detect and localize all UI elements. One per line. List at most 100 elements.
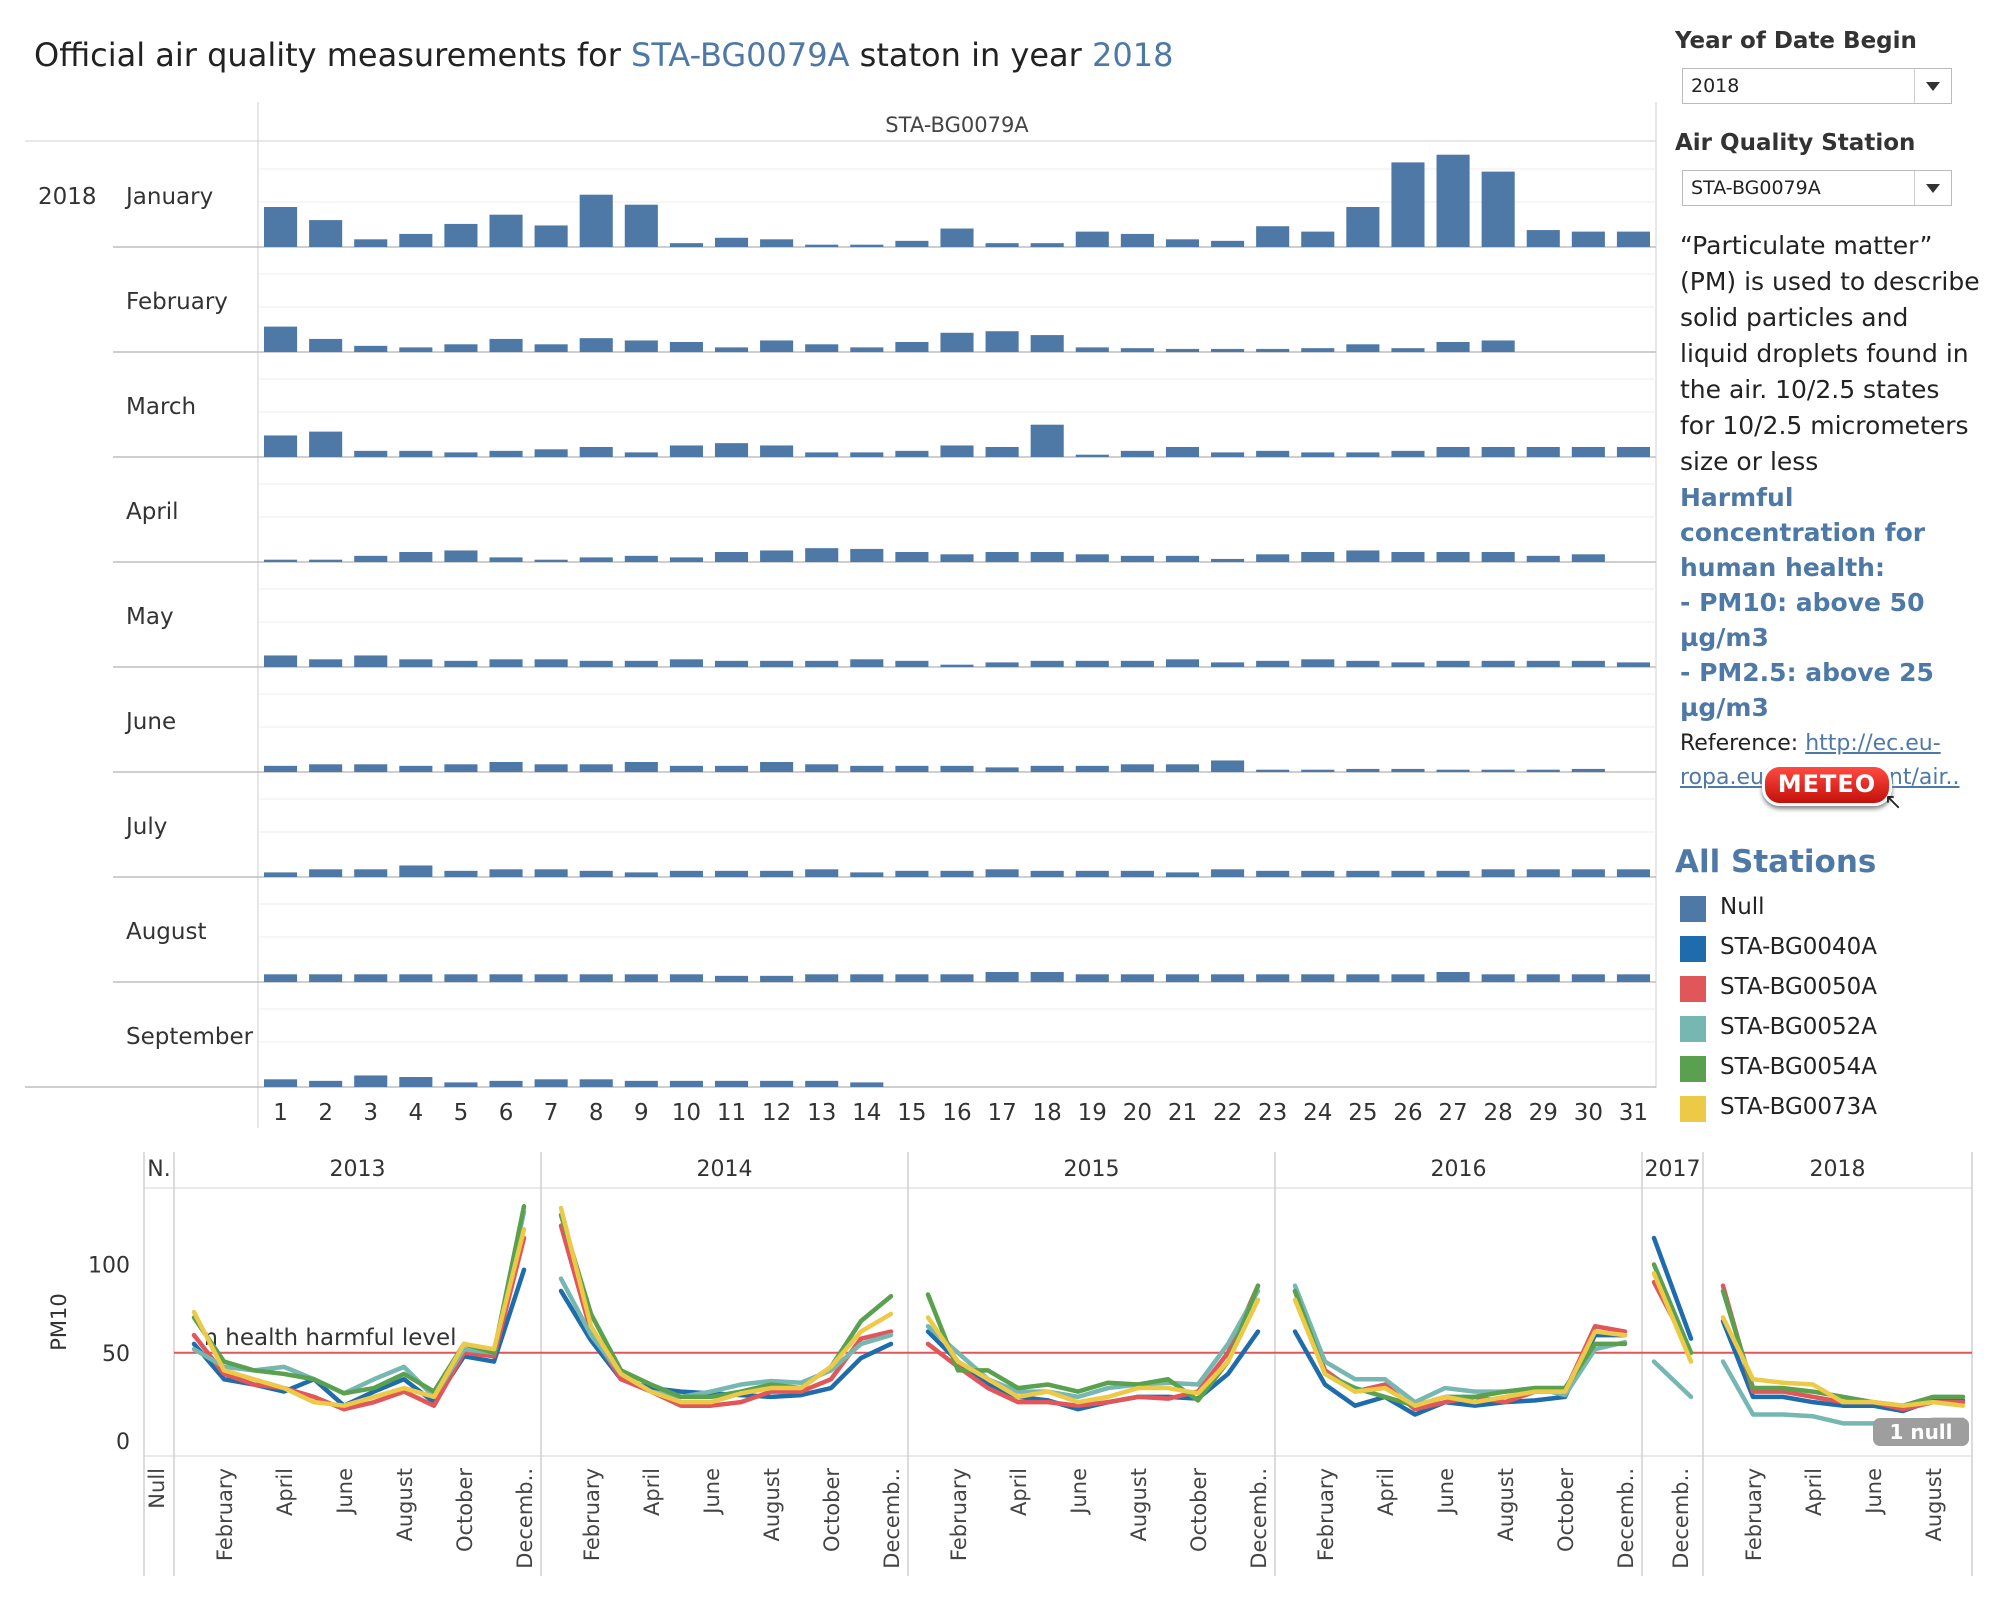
bar: [1030, 243, 1064, 247]
bar: [1526, 230, 1560, 247]
bar: [850, 548, 884, 562]
bar: [489, 869, 523, 877]
bar: [985, 972, 1019, 982]
bar: [624, 340, 658, 352]
bar: [1391, 552, 1425, 562]
bar: [805, 764, 839, 772]
month-label: March: [126, 394, 196, 420]
bar: [1030, 552, 1064, 562]
bar: [1571, 974, 1605, 982]
month-label: February: [126, 289, 228, 315]
day-tick-label: 29: [1529, 1100, 1558, 1126]
dashboard-title: Official air quality measurements for ST…: [34, 36, 1173, 74]
bar: [1346, 974, 1380, 982]
bar: [444, 660, 478, 667]
panel-header: 2016: [1431, 1157, 1487, 1182]
y-tick-label: 100: [88, 1254, 130, 1279]
x-tick-label: October: [820, 1468, 844, 1552]
day-tick-label: 22: [1213, 1100, 1242, 1126]
bar: [850, 872, 884, 877]
title-middle: staton in year: [849, 36, 1092, 74]
legend-swatch: [1680, 1096, 1706, 1122]
bar: [624, 555, 658, 562]
bar: [1120, 870, 1154, 877]
x-tick-label: June: [1434, 1468, 1458, 1516]
bar: [354, 450, 388, 457]
series-line: [558, 1223, 894, 1408]
bar: [669, 974, 703, 982]
bar: [895, 870, 929, 877]
bar: [579, 447, 613, 457]
bar: [669, 659, 703, 667]
series-line: [1292, 1297, 1628, 1408]
bar: [1346, 768, 1380, 772]
chevron-down-icon[interactable]: [1914, 171, 1951, 205]
bar: [534, 869, 568, 877]
bar: [354, 345, 388, 352]
x-tick-label: Decemb..: [1669, 1468, 1693, 1569]
reference-label: Reference:: [1680, 731, 1806, 756]
x-tick-label: August: [393, 1468, 417, 1542]
bar: [1120, 348, 1154, 352]
day-tick-label: 25: [1348, 1100, 1377, 1126]
legend-swatch: [1680, 936, 1706, 962]
bar: [264, 435, 298, 457]
bar: [1211, 974, 1245, 982]
year-filter-dropdown[interactable]: 2018: [1682, 68, 1952, 104]
bar: [264, 1079, 298, 1087]
year-filter-value: 2018: [1691, 75, 1740, 97]
meteo-button[interactable]: METEO: [1762, 764, 1892, 806]
bar: [1616, 662, 1650, 667]
chevron-down-icon[interactable]: [1914, 69, 1951, 103]
x-tick-label: April: [1374, 1468, 1398, 1516]
bar: [1301, 348, 1335, 352]
series-line: [925, 1297, 1261, 1405]
x-tick-label: Decemb..: [880, 1468, 904, 1569]
bar: [1301, 974, 1335, 982]
bar: [624, 872, 658, 877]
day-tick-label: 8: [589, 1100, 604, 1126]
bar: [895, 450, 929, 457]
bar: [1256, 660, 1290, 667]
x-tick-label: June: [1862, 1468, 1886, 1516]
series-line: [1651, 1359, 1694, 1400]
bar: [985, 552, 1019, 562]
bar: [1165, 659, 1200, 667]
bar: [714, 443, 749, 457]
bar: [714, 1080, 749, 1087]
x-tick-label: June: [1067, 1468, 1091, 1516]
bar: [1481, 869, 1515, 877]
bar: [1120, 555, 1154, 562]
bar: [399, 974, 433, 982]
bar: [805, 1080, 839, 1087]
bar: [1526, 974, 1560, 982]
x-tick-label: February: [1314, 1468, 1338, 1561]
bar: [489, 659, 523, 667]
bar: [805, 344, 839, 352]
bar: [309, 559, 343, 562]
station-filter-dropdown[interactable]: STA-BG0079A: [1682, 170, 1952, 206]
series-line: [1651, 1262, 1694, 1355]
day-tick-label: 9: [634, 1100, 649, 1126]
series-line: [925, 1283, 1261, 1403]
bar: [760, 239, 794, 247]
bar: [1030, 765, 1064, 772]
column-header: STA-BG0079A: [885, 113, 1029, 137]
day-tick-label: 2: [318, 1100, 333, 1126]
bar: [1301, 769, 1335, 772]
reference-line-label: Human health harmful level: [135, 1325, 457, 1351]
bar: [264, 974, 298, 982]
x-tick-label: Decemb..: [513, 1468, 537, 1569]
bar: [714, 347, 749, 352]
month-label: August: [126, 919, 207, 945]
bar: [1481, 340, 1515, 352]
y-axis-title: PM10: [47, 1293, 71, 1351]
bar: [1526, 555, 1560, 562]
bar: [444, 870, 478, 877]
bar: [1571, 660, 1605, 667]
bar: [354, 764, 388, 772]
bar: [714, 765, 749, 772]
month-label: July: [124, 814, 167, 840]
day-tick-label: 10: [672, 1100, 701, 1126]
bar: [579, 1079, 613, 1087]
